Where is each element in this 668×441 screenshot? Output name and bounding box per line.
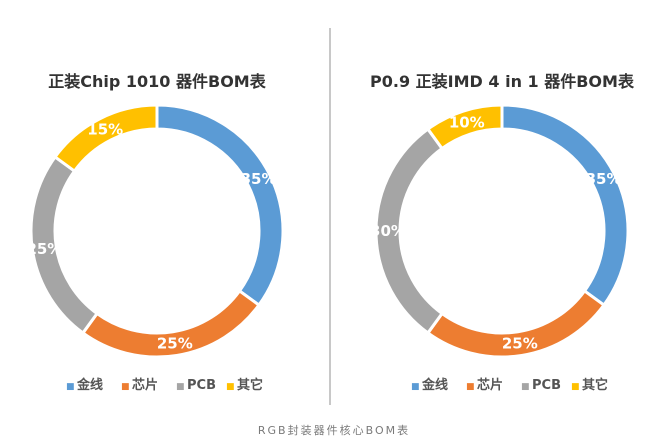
chart-left-legend-swatch-other: ■ [226,382,235,392]
chart-right-slice-gold-wire [500,103,630,307]
chart-left-slice-other [53,103,159,173]
chart-right-legend-swatch-gold-wire: ■ [411,382,420,392]
chart-left-legend-other: 其它 [237,377,263,393]
chart-left-legend-chip: 芯片 [132,377,158,393]
chart-right-legend-swatch-other: ■ [571,382,580,392]
chart-left-legend-swatch-pcb: ■ [176,382,185,392]
chart-right-legend-pcb: PCB [532,378,561,393]
chart-left-label-chip: 25% [157,335,193,353]
chart-right-title: P0.9 正装IMD 4 in 1 器件BOM表 [370,72,635,91]
chart-right-label-other: 10% [449,114,485,132]
chart-right-legend-swatch-pcb: ■ [521,382,530,392]
chart-right-legend-gold-wire: 金线 [421,377,448,393]
chart-right-legend: ■ 金线 ■ 芯片 ■ PCB ■ 其它 [411,377,608,393]
chart-left-legend-gold-wire: 金线 [76,377,103,393]
chart-left-slice-gold-wire [155,103,285,307]
chart-left-label-other: 15% [87,120,123,138]
chart-left-label-gold-wire: 35% [241,170,277,188]
chart-left-legend-pcb: PCB [187,378,216,393]
chart-left-legend-swatch-gold-wire: ■ [66,382,75,392]
chart-right-legend-other: 其它 [582,377,608,393]
chart-right-label-chip: 25% [502,335,538,353]
chart-right-label-gold-wire: 35% [586,170,622,188]
chart-left: 正装Chip 1010 器件BOM表 35%25%25%15% ■ 金线 ■ 芯片 ■ P… [26,72,285,393]
chart-right: P0.9 正装IMD 4 in 1 器件BOM表 35%25%30%10% ■ 金… [370,72,635,393]
chart-right-legend-chip: 芯片 [477,377,503,393]
chart-right-label-pcb: 30% [370,222,406,240]
chart-left-legend-swatch-chip: ■ [121,382,130,392]
chart-left-legend: ■ 金线 ■ 芯片 ■ PCB ■ 其它 [66,377,263,393]
chart-left-label-pcb: 25% [26,240,62,258]
caption: RGB封装器件核心BOM表 [258,423,410,437]
chart-left-title: 正装Chip 1010 器件BOM表 [48,72,266,91]
chart-right-slice-other [426,103,504,150]
chart-right-legend-swatch-chip: ■ [466,382,475,392]
